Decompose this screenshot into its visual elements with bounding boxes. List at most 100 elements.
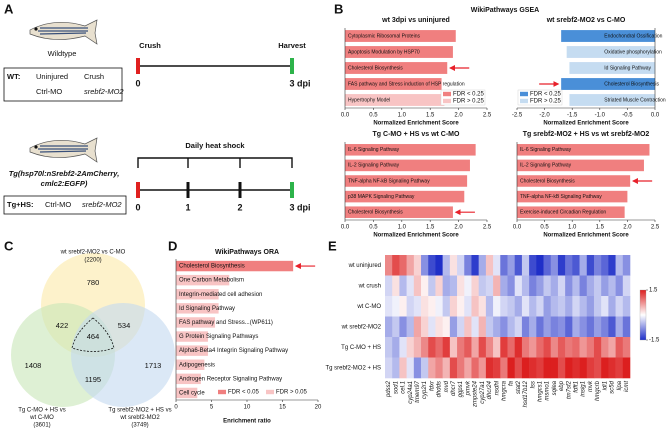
heatmap-cell bbox=[615, 255, 624, 276]
timeline-tick bbox=[186, 182, 190, 198]
category-label: Androgen Receptor Signaling Pathway bbox=[179, 376, 282, 382]
column-label: sc5d bbox=[610, 380, 616, 393]
fish-label: Tg(hsp70l:nSrebf2-2AmCherry, bbox=[9, 169, 120, 178]
heatmap-cell bbox=[521, 275, 530, 297]
x-tick-label: -2.0 bbox=[539, 113, 550, 119]
heatmap-cell bbox=[507, 337, 516, 358]
heatmap-cell bbox=[543, 275, 552, 297]
heatmap-cell bbox=[485, 337, 494, 358]
heatmap-cell bbox=[579, 275, 588, 297]
panel-label: C bbox=[4, 238, 14, 253]
heatmap-cell bbox=[485, 296, 494, 317]
venn-count: 1195 bbox=[85, 375, 101, 384]
panel-label: A bbox=[4, 1, 14, 16]
category-label: FAS pathway and Stress...(WP611) bbox=[179, 320, 273, 326]
heatmap-cell bbox=[457, 255, 465, 276]
bar bbox=[517, 175, 631, 187]
heatmap-cell bbox=[557, 316, 566, 338]
heatmap-cell bbox=[500, 357, 508, 379]
category-label: Adipogenesis bbox=[179, 362, 215, 368]
category-label: Cytoplasmic Ribosomal Proteins bbox=[348, 33, 420, 39]
heatmap-cell bbox=[507, 296, 516, 317]
bar bbox=[517, 159, 644, 172]
heatmap-cell bbox=[435, 296, 443, 317]
heatmap-cell bbox=[421, 357, 429, 379]
heatmap-cell bbox=[557, 296, 566, 317]
heat-shock-bracket bbox=[137, 157, 293, 168]
x-tick-label: 0.5 bbox=[369, 113, 378, 119]
heatmap-cell bbox=[399, 316, 407, 338]
heatmap-cell bbox=[608, 337, 616, 358]
box-item: Ctrl-MO bbox=[36, 87, 62, 96]
heatmap-cell bbox=[435, 275, 443, 297]
timeline-title: Daily heat shock bbox=[185, 141, 245, 150]
heatmap-cell bbox=[471, 255, 479, 276]
column-label: hsd17b12 bbox=[523, 380, 529, 407]
x-tick-label: 0 bbox=[174, 405, 178, 411]
chart-title: wt srebf2-MO2 vs C-MO bbox=[546, 17, 626, 24]
heatmap-cell bbox=[593, 316, 602, 338]
box-head: Tg+HS: bbox=[7, 200, 33, 209]
heatmap-cell bbox=[493, 337, 501, 358]
heatmap-cell bbox=[521, 255, 530, 276]
legend-swatch bbox=[520, 91, 528, 97]
venn-set-label: wt srebf2-MO2 bbox=[119, 415, 160, 421]
column-label: mvd bbox=[444, 380, 450, 392]
heatmap-cell bbox=[413, 296, 422, 317]
heatmap-cell bbox=[449, 255, 458, 276]
heatmap-cell bbox=[514, 337, 523, 358]
x-tick-label: 0.0 bbox=[341, 225, 350, 231]
heatmap-cell bbox=[478, 337, 487, 358]
venn-set-label: wt C-MO bbox=[29, 415, 54, 421]
heatmap-cell bbox=[406, 255, 415, 276]
heatmap-cell bbox=[485, 255, 494, 276]
column-label: dhcr7 bbox=[451, 380, 457, 396]
heatmap-cell bbox=[500, 337, 508, 358]
heatmap-cell bbox=[493, 255, 501, 276]
heatmap-cell bbox=[442, 316, 451, 338]
heatmap-cell bbox=[457, 337, 465, 358]
category-label: Striated Muscle Contraction bbox=[604, 97, 666, 103]
heatmap-cell bbox=[413, 337, 422, 358]
heatmap-cell bbox=[399, 357, 407, 379]
bar bbox=[176, 387, 198, 399]
heatmap-cell bbox=[399, 255, 407, 276]
heatmap-cell bbox=[565, 255, 573, 276]
venn-count: 534 bbox=[118, 321, 131, 330]
box-item: Crush bbox=[84, 72, 104, 81]
timeline-start bbox=[136, 182, 140, 198]
heatmap-cell bbox=[464, 296, 472, 317]
heatmap-cell bbox=[428, 316, 436, 338]
fish-label: cmlc2:EGFP) bbox=[41, 179, 88, 188]
venn-count: 780 bbox=[87, 278, 100, 287]
heatmap-cell bbox=[385, 255, 393, 276]
heatmap-cell bbox=[507, 255, 516, 276]
row-label: wt crush bbox=[358, 283, 381, 289]
heatmap-cell bbox=[536, 296, 544, 317]
column-label: hmgcra bbox=[501, 380, 507, 401]
heatmap-cell bbox=[521, 316, 530, 338]
row-label: Tg C-MO + HS bbox=[341, 345, 381, 351]
heatmap-cell bbox=[435, 255, 443, 276]
bar bbox=[345, 78, 442, 90]
heatmap-cell bbox=[392, 357, 400, 379]
heatmap-cell bbox=[428, 275, 436, 297]
legend-label: FDR < 0.05 bbox=[228, 390, 260, 396]
heatmap-cell bbox=[550, 255, 559, 276]
x-tick-label: 20 bbox=[315, 405, 322, 411]
heatmap-cell bbox=[385, 337, 393, 358]
venn-set-label: Tg srebf2-MO2 + HS vs bbox=[108, 408, 171, 414]
heatmap-cell bbox=[485, 275, 494, 297]
heatmap-cell bbox=[485, 357, 494, 379]
category-label: FAS pathway and Stress induction of HSP … bbox=[348, 81, 465, 87]
heatmap-cell bbox=[608, 357, 616, 379]
colorbar-tick-label: -1.5 bbox=[649, 338, 660, 344]
heatmap-cell bbox=[543, 255, 552, 276]
bar bbox=[569, 62, 655, 74]
heatmap-cell bbox=[421, 255, 429, 276]
heatmap-cell bbox=[471, 296, 479, 317]
chart-title: Tg C-MO + HS vs wt C-MO bbox=[373, 131, 460, 138]
heatmap-cell bbox=[514, 357, 523, 379]
bar bbox=[176, 345, 208, 356]
heatmap-cell bbox=[413, 316, 422, 338]
